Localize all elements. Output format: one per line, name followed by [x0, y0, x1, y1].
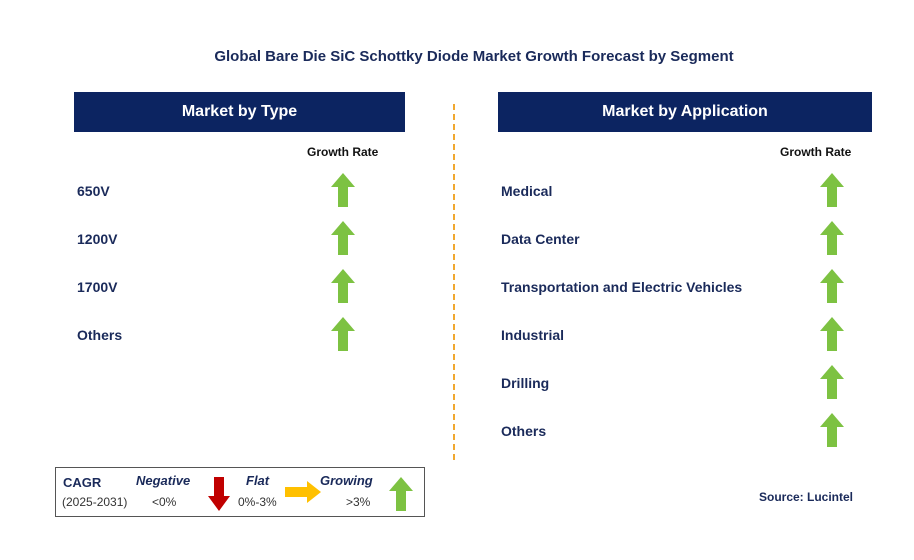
chart-title: Global Bare Die SiC Schottky Diode Marke… — [214, 48, 734, 65]
market-by-type-header: Market by Type — [74, 92, 405, 132]
legend-period: (2025-2031) — [62, 495, 128, 509]
growing-arrow-icon — [820, 365, 844, 399]
legend-flat-label: Flat — [246, 473, 270, 488]
legend-growing-label: Growing — [320, 473, 373, 488]
type-label-1700v: 1700V — [77, 279, 118, 295]
growing-arrow-icon — [820, 317, 844, 351]
growing-arrow-icon — [331, 317, 355, 351]
growing-arrow-icon — [331, 221, 355, 255]
legend-cagr-label: CAGR — [63, 475, 102, 490]
panel-divider — [453, 104, 455, 460]
right-growth-rate-label: Growth Rate — [780, 145, 852, 159]
growing-arrow-icon — [820, 413, 844, 447]
application-label-others: Others — [501, 423, 547, 439]
left-growth-rate-label: Growth Rate — [307, 145, 379, 159]
cagr-legend: CAGR (2025-2031) Negative <0% Flat 0%-3%… — [55, 467, 425, 517]
growing-arrow-icon — [820, 269, 844, 303]
type-label-1200v: 1200V — [77, 231, 118, 247]
growing-arrow-icon — [389, 477, 413, 511]
source-note: Source: Lucintel — [759, 490, 854, 504]
legend-negative-label: Negative — [136, 473, 191, 488]
application-label-medical: Medical — [501, 183, 553, 199]
application-label-transportation: Transportation and Electric Vehicles — [501, 279, 743, 295]
legend-negative-value: <0% — [152, 495, 177, 509]
legend-flat-value: 0%-3% — [238, 495, 277, 509]
growing-arrow-icon — [820, 221, 844, 255]
growing-arrow-icon — [331, 173, 355, 207]
market-by-application-header: Market by Application — [498, 92, 872, 132]
application-label-data-center: Data Center — [501, 231, 580, 247]
legend-growing-value: >3% — [346, 495, 371, 509]
flat-arrow-icon — [285, 481, 321, 503]
application-label-industrial: Industrial — [501, 327, 565, 343]
growing-arrow-icon — [331, 269, 355, 303]
type-label-650v: 650V — [77, 183, 110, 199]
type-label-others: Others — [77, 327, 123, 343]
application-label-drilling: Drilling — [501, 375, 550, 391]
negative-arrow-icon — [208, 477, 230, 511]
growing-arrow-icon — [820, 173, 844, 207]
